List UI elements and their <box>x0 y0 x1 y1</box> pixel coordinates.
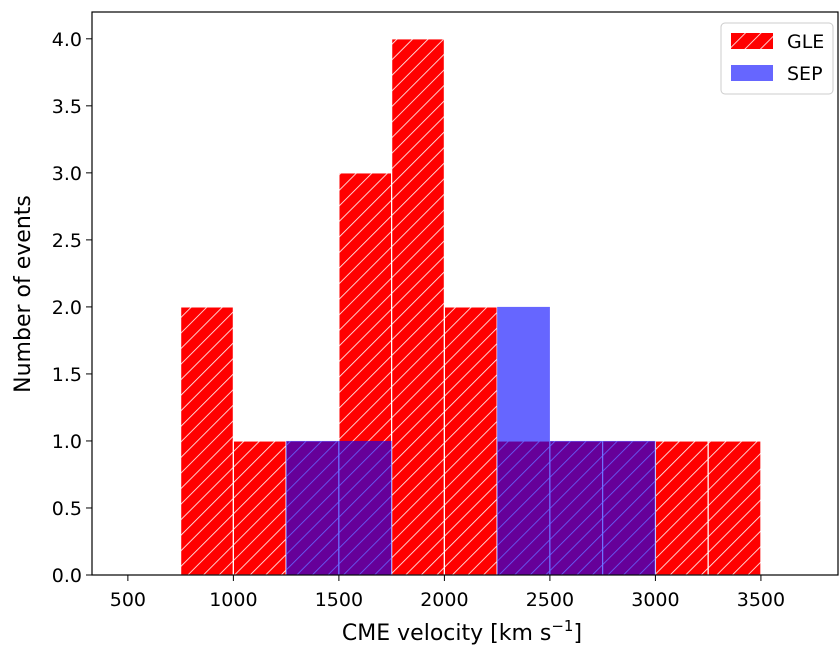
x-axis-ticks: 500 1000 1500 2000 2500 3000 3500 <box>110 575 785 611</box>
x-tick-label-0: 500 <box>110 589 146 611</box>
plot-frame <box>91 11 839 576</box>
x-axis-label: CME velocity [km s−1] <box>342 617 582 646</box>
y-tick-label-5: 2.5 <box>52 230 82 252</box>
gle-bar-hatch-5 <box>443 306 498 576</box>
sep-bar-0 <box>286 440 339 575</box>
x-tick-label-1: 1000 <box>209 589 257 611</box>
sep-series <box>286 306 656 575</box>
y-tick-label-6: 3.0 <box>52 163 82 185</box>
y-tick-label-7: 3.5 <box>52 96 82 118</box>
y-tick-label-8: 4.0 <box>52 29 82 51</box>
gle-series <box>180 38 762 576</box>
x-tick-label-5: 3000 <box>631 589 679 611</box>
y-tick-label-0: 0.0 <box>52 565 82 587</box>
y-axis-label: Number of events <box>11 195 36 393</box>
gle-bar-hatch-9 <box>654 440 709 576</box>
sep-bar-4 <box>602 440 656 575</box>
x-axis-label-main: CME velocity [km s <box>342 621 551 646</box>
x-tick-label-2: 1500 <box>315 589 363 611</box>
legend-label-sep: SEP <box>787 63 823 85</box>
x-tick-label-3: 2000 <box>420 589 468 611</box>
gle-bar-hatch-1 <box>232 440 287 576</box>
y-tick-label-1: 0.5 <box>52 498 82 520</box>
y-tick-label-2: 1.0 <box>52 431 82 453</box>
x-tick-label-4: 2500 <box>526 589 574 611</box>
sep-bar-3 <box>549 440 603 575</box>
sep-bar-2 <box>497 306 550 575</box>
legend-swatch-sep <box>731 65 773 81</box>
sep-bar-1 <box>338 440 392 575</box>
y-tick-label-4: 2.0 <box>52 297 82 319</box>
gle-bar-hatch-4 <box>391 38 445 576</box>
legend-label-gle: GLE <box>787 31 824 53</box>
gle-bar-hatch-0 <box>180 306 234 576</box>
y-axis-ticks: 0.0 0.5 1.0 1.5 2.0 2.5 3.0 3.5 4.0 <box>52 29 92 587</box>
gle-bar-hatch-10 <box>707 440 762 576</box>
y-tick-label-3: 1.5 <box>52 364 82 386</box>
x-tick-label-6: 3500 <box>737 589 785 611</box>
x-axis-label-end: ] <box>573 621 582 646</box>
legend-swatch-gle-hatch <box>731 33 773 49</box>
legend: GLE SEP <box>720 22 834 95</box>
x-axis-label-superscript: −1 <box>551 617 573 635</box>
